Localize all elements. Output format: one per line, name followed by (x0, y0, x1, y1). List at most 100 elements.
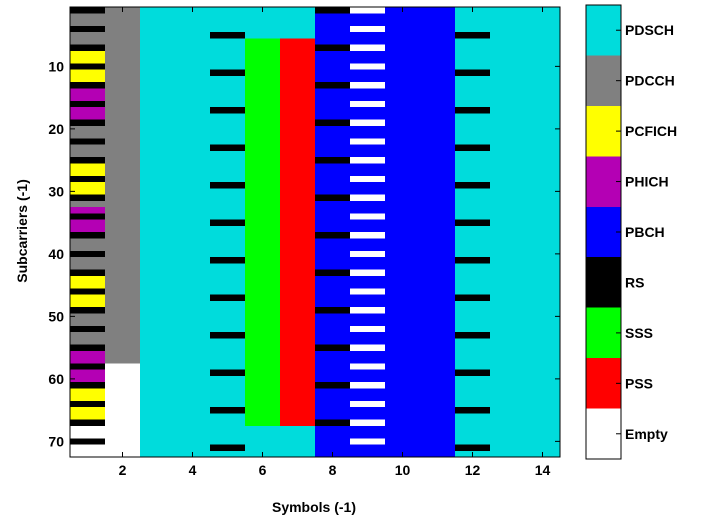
rs-cell (70, 363, 105, 370)
rs-cell (315, 82, 350, 89)
rs-cell (210, 294, 245, 301)
rs-cell (70, 63, 105, 70)
rs-cell (315, 307, 350, 314)
x-tick-label: 8 (329, 462, 337, 478)
rs-cell (70, 288, 105, 295)
rs-cell (70, 44, 105, 51)
rs-cell (455, 332, 490, 339)
legend-label-pcfich: PCFICH (625, 123, 677, 139)
rs-cell (70, 213, 105, 220)
rs-cell (210, 32, 245, 39)
rs-cell (455, 257, 490, 264)
region-empty-cell (350, 63, 385, 70)
region-empty-cell (350, 157, 385, 164)
resource-grid-cells (70, 7, 560, 457)
region-empty-cell (350, 213, 385, 220)
y-tick-label: 20 (48, 121, 64, 137)
x-axis-title: Symbols (-1) (272, 499, 356, 515)
legend-swatch-pcfich (586, 105, 621, 157)
y-axis-title: Subcarriers (-1) (14, 179, 30, 282)
y-tick-label: 70 (48, 433, 64, 449)
rs-cell (210, 369, 245, 376)
region-empty-cell (350, 119, 385, 126)
rs-cell (455, 369, 490, 376)
rs-cell (70, 269, 105, 276)
rs-cell (210, 69, 245, 76)
region-empty-cell (350, 7, 385, 14)
rs-cell (210, 257, 245, 264)
rs-cell (455, 444, 490, 451)
rs-cell (455, 144, 490, 151)
region-empty-cell (350, 175, 385, 182)
y-tick-label: 50 (48, 308, 64, 324)
rs-cell (70, 382, 105, 389)
x-tick-label: 14 (535, 462, 551, 478)
category-colorbar-legend: PDSCH PDCCH PCFICH PHICH PBCH RS SSS PSS Empty (585, 4, 677, 460)
rs-cell (315, 194, 350, 201)
rs-cell (210, 332, 245, 339)
rs-cell (315, 419, 350, 426)
legend-swatch-empty (586, 408, 621, 459)
legend-label-phich: PHICH (625, 174, 669, 190)
rs-cell (455, 407, 490, 414)
rs-cell (315, 232, 350, 239)
x-axis-ticks: 2 4 6 8 10 12 14 (119, 7, 551, 478)
legend-swatch-pss (586, 358, 621, 409)
rs-cell (315, 269, 350, 276)
x-tick-label: 4 (189, 462, 197, 478)
plot-border (69, 6, 561, 458)
x-tick-label: 6 (259, 462, 267, 478)
rs-cell (70, 438, 105, 445)
rs-cell (210, 219, 245, 226)
legend-swatch-sss (586, 307, 621, 359)
y-tick-label: 40 (48, 246, 64, 262)
region-empty-cell (350, 288, 385, 295)
region-empty-cell (350, 138, 385, 145)
rs-cell (70, 307, 105, 314)
rs-cell (210, 144, 245, 151)
rs-cell (70, 82, 105, 89)
legend-label-pss: PSS (625, 375, 653, 391)
region-empty-cell (350, 269, 385, 276)
region-empty-cell (350, 82, 385, 89)
region-empty-cell (350, 419, 385, 426)
rs-cell (315, 157, 350, 164)
legend-swatch-pdcch (586, 55, 621, 106)
region-empty-cell (350, 100, 385, 107)
legend-label-sss: SSS (625, 325, 653, 341)
region-empty-cell (350, 250, 385, 257)
legend-swatch-rs (586, 257, 621, 308)
rs-cell (70, 400, 105, 407)
rs-cell (315, 344, 350, 351)
rs-cell (455, 294, 490, 301)
plot-frame (69, 6, 561, 458)
rs-cell (70, 7, 105, 14)
region-empty-cell (350, 363, 385, 370)
rs-cell (70, 25, 105, 32)
x-tick-label: 2 (119, 462, 127, 478)
region-sss (245, 38, 280, 426)
legend-label-pdsch: PDSCH (625, 22, 674, 38)
rs-cell (210, 182, 245, 189)
y-tick-label: 60 (48, 371, 64, 387)
legend-label-empty: Empty (625, 426, 668, 442)
rs-cell (70, 175, 105, 182)
legend-swatch-pbch (586, 206, 621, 258)
rs-cell (70, 419, 105, 426)
legend-swatch-phich (586, 156, 621, 207)
x-tick-label: 12 (465, 462, 481, 478)
legend-label-pbch: PBCH (625, 224, 665, 240)
region-empty-cell (350, 232, 385, 239)
rs-cell (455, 69, 490, 76)
rs-cell (70, 232, 105, 239)
rs-cell (210, 407, 245, 414)
rs-cell (315, 44, 350, 51)
legend-label-rs: RS (625, 274, 644, 290)
rs-cell (70, 100, 105, 107)
region-empty-cell (350, 382, 385, 389)
rs-cell (210, 107, 245, 114)
region-pss (280, 38, 315, 426)
y-axis-ticks: 10 20 30 40 50 60 70 (48, 58, 560, 449)
rs-cell (70, 344, 105, 351)
